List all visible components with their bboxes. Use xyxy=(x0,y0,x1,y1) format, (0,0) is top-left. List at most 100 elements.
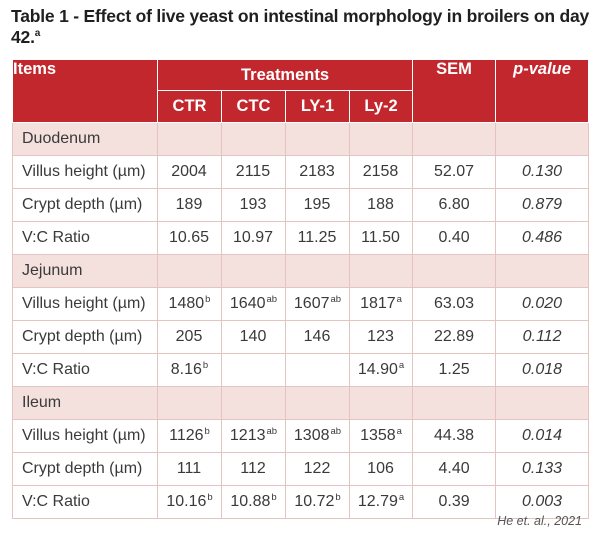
cell-value: 189 xyxy=(175,196,203,213)
significance-superscript: ab xyxy=(330,293,342,305)
cell-value: 195 xyxy=(303,196,331,213)
section-filler-cell xyxy=(285,386,350,420)
row-label: Villus height (µm) xyxy=(12,287,158,321)
cell-value: 106 xyxy=(367,460,394,477)
cell-value: 112 xyxy=(240,460,266,477)
value-cell: 10.16b xyxy=(157,485,222,519)
section-filler-cell xyxy=(157,386,222,420)
value-cell: 205 xyxy=(157,320,222,354)
cell-value: 11.25 xyxy=(297,229,337,246)
row-label: V:C Ratio xyxy=(12,485,158,519)
value-cell: 122 xyxy=(285,452,350,486)
cell-value: 2115 xyxy=(235,163,271,180)
section-filler-cell xyxy=(495,254,590,288)
sem-cell: 0.40 xyxy=(412,221,497,255)
significance-superscript: b xyxy=(335,491,341,503)
section-label: Duodenum xyxy=(12,122,158,156)
row-label: Crypt depth (µm) xyxy=(12,452,158,486)
p-value-cell: 0.879 xyxy=(495,188,590,222)
table-row: V:C Ratio 8.16b 14.90a 1.25 0.018 xyxy=(12,353,590,387)
section-row: Duodenum xyxy=(12,122,590,156)
row-label: Crypt depth (µm) xyxy=(12,188,158,222)
section-filler-cell xyxy=(348,386,414,420)
cell-value: 1480 xyxy=(168,295,205,312)
table-header: Items Treatments SEM p-value CTR CTC LY-… xyxy=(12,59,590,123)
row-label: V:C Ratio xyxy=(12,353,158,387)
p-value-cell: 0.014 xyxy=(495,419,590,453)
significance-superscript: ab xyxy=(330,425,342,437)
section-filler-cell xyxy=(412,122,497,156)
value-cell: 1640ab xyxy=(221,287,286,321)
section-filler-cell xyxy=(495,122,590,156)
sem-cell: 44.38 xyxy=(412,419,497,453)
value-cell: 2115 xyxy=(221,155,286,189)
cell-value: 2183 xyxy=(299,163,335,180)
significance-superscript: a xyxy=(396,425,402,437)
section-filler-cell xyxy=(157,122,222,156)
cell-value: 8.16 xyxy=(170,361,202,378)
section-filler-cell xyxy=(412,386,497,420)
section-filler-cell xyxy=(348,254,414,288)
cell-value: 10.72 xyxy=(294,493,335,510)
cell-value: 11.50 xyxy=(361,229,400,246)
section-label: Ileum xyxy=(12,386,158,420)
value-cell: 1607ab xyxy=(285,287,350,321)
cell-value: 1213 xyxy=(229,427,266,444)
sem-cell: 1.25 xyxy=(412,353,497,387)
section-filler-cell xyxy=(412,254,497,288)
value-cell: 195 xyxy=(285,188,350,222)
value-cell: 140 xyxy=(221,320,286,354)
p-value-cell: 0.018 xyxy=(495,353,590,387)
value-cell: 1126b xyxy=(157,419,222,453)
section-filler-cell xyxy=(285,254,350,288)
cell-value: 14.90 xyxy=(357,361,398,378)
row-label: Villus height (µm) xyxy=(12,155,158,189)
p-value-cell: 0.020 xyxy=(495,287,590,321)
value-cell: 1817a xyxy=(348,287,414,321)
significance-superscript: b xyxy=(207,491,213,503)
header-col-ctr: CTR xyxy=(157,90,222,123)
value-cell: 11.50 xyxy=(348,221,414,255)
significance-superscript: b xyxy=(205,293,211,305)
value-cell xyxy=(285,353,350,387)
cell-value: 123 xyxy=(367,328,394,345)
value-cell: 10.65 xyxy=(157,221,222,255)
citation: He et. al., 2021 xyxy=(497,514,582,528)
cell-value: 188 xyxy=(367,196,394,213)
sem-cell: 52.07 xyxy=(412,155,497,189)
cell-value: 205 xyxy=(175,328,203,345)
row-label: Crypt depth (µm) xyxy=(12,320,158,354)
table-row: V:C Ratio 10.65 10.97 11.25 11.50 0.40 0.486 xyxy=(12,221,590,255)
cell-value: 1640 xyxy=(229,295,266,312)
p-value-cell: 0.486 xyxy=(495,221,590,255)
header-items: Items xyxy=(12,59,158,123)
section-filler-cell xyxy=(285,122,350,156)
significance-superscript: b xyxy=(204,425,210,437)
header-sem: SEM xyxy=(412,59,497,123)
significance-superscript: ab xyxy=(266,425,278,437)
cell-value: 193 xyxy=(239,196,267,213)
cell-value: 140 xyxy=(239,328,267,345)
sem-cell: 22.89 xyxy=(412,320,497,354)
value-cell: 146 xyxy=(285,320,350,354)
section-filler-cell xyxy=(221,386,286,420)
table-row: Crypt depth (µm) 111 112 122 106 4.40 0.133 xyxy=(12,452,590,486)
value-cell: 2183 xyxy=(285,155,350,189)
cell-value: 1607 xyxy=(293,295,330,312)
value-cell: 14.90a xyxy=(348,353,414,387)
header-col-ctc: CTC xyxy=(221,90,286,123)
section-filler-cell xyxy=(495,386,590,420)
table-row: V:C Ratio 10.16b 10.88b 10.72b 12.79a 0.39 0.0… xyxy=(12,485,590,519)
cell-value: 122 xyxy=(303,460,331,477)
cell-value: 12.79 xyxy=(357,493,398,510)
table-row: Villus height (µm) 1126b 1213ab 1308ab 1358a… xyxy=(12,419,590,453)
cell-value: 10.97 xyxy=(232,229,274,246)
section-filler-cell xyxy=(221,254,286,288)
p-value-cell: 0.003 xyxy=(495,485,590,519)
cell-value: 10.65 xyxy=(168,229,210,246)
value-cell: 2004 xyxy=(157,155,222,189)
sem-cell: 4.40 xyxy=(412,452,497,486)
value-cell: 111 xyxy=(157,452,222,486)
header-col-ly1: LY-1 xyxy=(285,90,350,123)
value-cell: 12.79a xyxy=(348,485,414,519)
